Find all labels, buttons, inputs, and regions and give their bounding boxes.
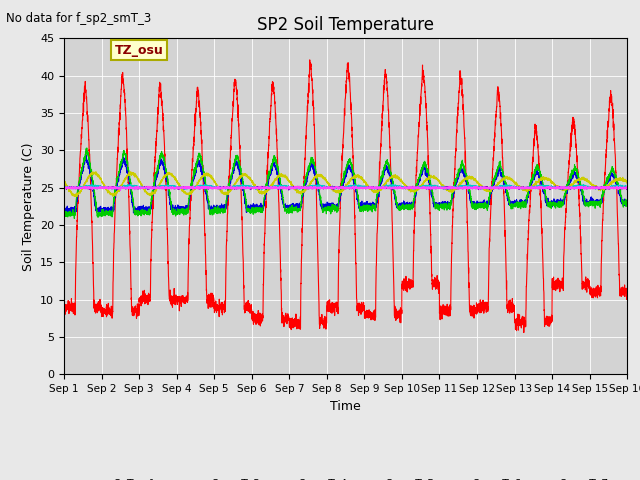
sp2_smT_5 bbox=[60, 183, 68, 189]
sp2_smT_5 bbox=[285, 187, 292, 193]
sp2_smT_4 bbox=[325, 181, 333, 187]
Text: No data for f_sp2_smT_3: No data for f_sp2_smT_3 bbox=[6, 12, 152, 25]
sp2_smT_6 bbox=[580, 181, 588, 187]
Y-axis label: Soil Temperature (C): Soil Temperature (C) bbox=[22, 142, 35, 271]
sp2_smT_1 bbox=[472, 201, 480, 206]
sp2_smT_7 bbox=[504, 184, 511, 190]
sp2_smT_1 bbox=[161, 169, 169, 175]
sp2_Tsurface bbox=[161, 161, 169, 167]
sp2_smT_4 bbox=[73, 194, 81, 200]
sp2_smT_2 bbox=[623, 202, 630, 208]
sp2_smT_5 bbox=[161, 185, 169, 191]
sp2_smT_4 bbox=[60, 179, 68, 184]
sp2_smT_6 bbox=[441, 185, 449, 191]
sp2_smT_7 bbox=[325, 185, 333, 191]
sp2_Tsurface bbox=[520, 330, 527, 336]
sp2_smT_6 bbox=[325, 184, 333, 190]
sp2_Tsurface bbox=[504, 310, 511, 315]
sp2_smT_6 bbox=[60, 184, 68, 190]
sp2_smT_7 bbox=[623, 184, 630, 190]
sp2_smT_5 bbox=[472, 185, 480, 191]
sp2_Tsurface bbox=[623, 286, 631, 291]
Line: sp2_smT_5: sp2_smT_5 bbox=[64, 186, 627, 190]
Legend: sp2_Tsurface, sp2_smT_1, sp2_smT_2, sp2_smT_4, sp2_smT_5, sp2_smT_6, sp2_smT_7: sp2_Tsurface, sp2_smT_1, sp2_smT_2, sp2_… bbox=[78, 474, 613, 480]
sp2_smT_2 bbox=[325, 207, 333, 213]
sp2_smT_4 bbox=[92, 169, 100, 175]
sp2_smT_5 bbox=[325, 185, 333, 191]
sp2_smT_1 bbox=[60, 211, 68, 217]
sp2_smT_5 bbox=[504, 185, 511, 191]
sp2_smT_7 bbox=[623, 184, 631, 190]
sp2_smT_2 bbox=[441, 203, 449, 209]
sp2_smT_7 bbox=[472, 184, 480, 190]
sp2_smT_7 bbox=[527, 183, 535, 189]
sp2_Tsurface bbox=[306, 57, 314, 63]
sp2_Tsurface bbox=[325, 298, 333, 304]
Title: SP2 Soil Temperature: SP2 Soil Temperature bbox=[257, 16, 434, 34]
sp2_smT_7 bbox=[441, 185, 449, 191]
Line: sp2_smT_7: sp2_smT_7 bbox=[64, 186, 627, 190]
sp2_Tsurface bbox=[623, 288, 630, 294]
Line: sp2_smT_6: sp2_smT_6 bbox=[64, 184, 627, 190]
sp2_smT_6 bbox=[623, 184, 631, 190]
sp2_smT_4 bbox=[472, 178, 480, 184]
sp2_smT_2 bbox=[504, 190, 512, 195]
sp2_smT_4 bbox=[623, 179, 630, 185]
sp2_smT_6 bbox=[161, 183, 169, 189]
sp2_smT_4 bbox=[504, 175, 512, 181]
sp2_smT_2 bbox=[60, 213, 68, 219]
sp2_smT_5 bbox=[441, 185, 449, 191]
sp2_smT_7 bbox=[116, 187, 124, 193]
sp2_Tsurface bbox=[472, 310, 480, 315]
sp2_smT_6 bbox=[623, 184, 630, 190]
sp2_smT_1 bbox=[441, 202, 449, 207]
sp2_smT_1 bbox=[83, 153, 90, 158]
sp2_smT_4 bbox=[623, 180, 631, 186]
Line: sp2_smT_2: sp2_smT_2 bbox=[64, 148, 627, 218]
sp2_smT_6 bbox=[252, 187, 260, 192]
sp2_smT_2 bbox=[83, 145, 91, 151]
sp2_smT_1 bbox=[623, 199, 630, 204]
sp2_smT_2 bbox=[623, 199, 631, 205]
Line: sp2_smT_1: sp2_smT_1 bbox=[64, 156, 627, 214]
sp2_smT_7 bbox=[60, 185, 68, 191]
sp2_smT_5 bbox=[614, 183, 622, 189]
X-axis label: Time: Time bbox=[330, 400, 361, 413]
sp2_smT_5 bbox=[623, 185, 631, 191]
sp2_smT_5 bbox=[623, 185, 630, 191]
sp2_smT_7 bbox=[161, 184, 169, 190]
sp2_smT_2 bbox=[472, 201, 480, 207]
sp2_smT_6 bbox=[504, 183, 511, 189]
sp2_smT_1 bbox=[325, 202, 333, 208]
Text: TZ_osu: TZ_osu bbox=[115, 44, 163, 57]
sp2_smT_1 bbox=[623, 200, 631, 206]
sp2_smT_2 bbox=[70, 216, 78, 221]
Line: sp2_smT_4: sp2_smT_4 bbox=[64, 172, 627, 197]
sp2_smT_4 bbox=[441, 185, 449, 191]
sp2_smT_1 bbox=[504, 195, 511, 201]
sp2_smT_2 bbox=[161, 165, 169, 171]
Line: sp2_Tsurface: sp2_Tsurface bbox=[64, 60, 627, 333]
sp2_Tsurface bbox=[60, 305, 68, 311]
sp2_smT_6 bbox=[472, 184, 480, 190]
sp2_Tsurface bbox=[441, 303, 449, 309]
sp2_smT_4 bbox=[161, 172, 169, 178]
